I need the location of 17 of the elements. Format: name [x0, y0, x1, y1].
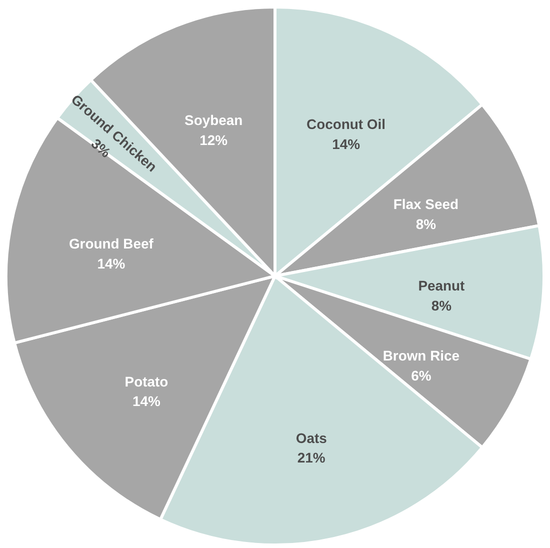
data-label: 21%	[297, 450, 326, 466]
slice-label: Soybean	[184, 112, 243, 128]
data-label: 3%	[88, 135, 114, 161]
slice-label: Flax Seed	[393, 196, 458, 212]
slice-label: Coconut Oil	[306, 116, 386, 132]
slice-label: Oats	[296, 430, 328, 446]
slice-label: Potato	[124, 373, 168, 390]
data-label: 8%	[416, 216, 437, 232]
data-label: 14%	[332, 136, 361, 152]
slice-label: Peanut	[418, 277, 466, 294]
data-label: 14%	[97, 256, 126, 272]
data-label: 12%	[200, 132, 228, 148]
slice-label: Brown Rice	[382, 347, 460, 364]
data-label: 8%	[431, 297, 452, 314]
data-label: 6%	[411, 367, 432, 384]
slice-label: Ground Beef	[68, 236, 154, 252]
data-label: 14%	[132, 393, 162, 410]
